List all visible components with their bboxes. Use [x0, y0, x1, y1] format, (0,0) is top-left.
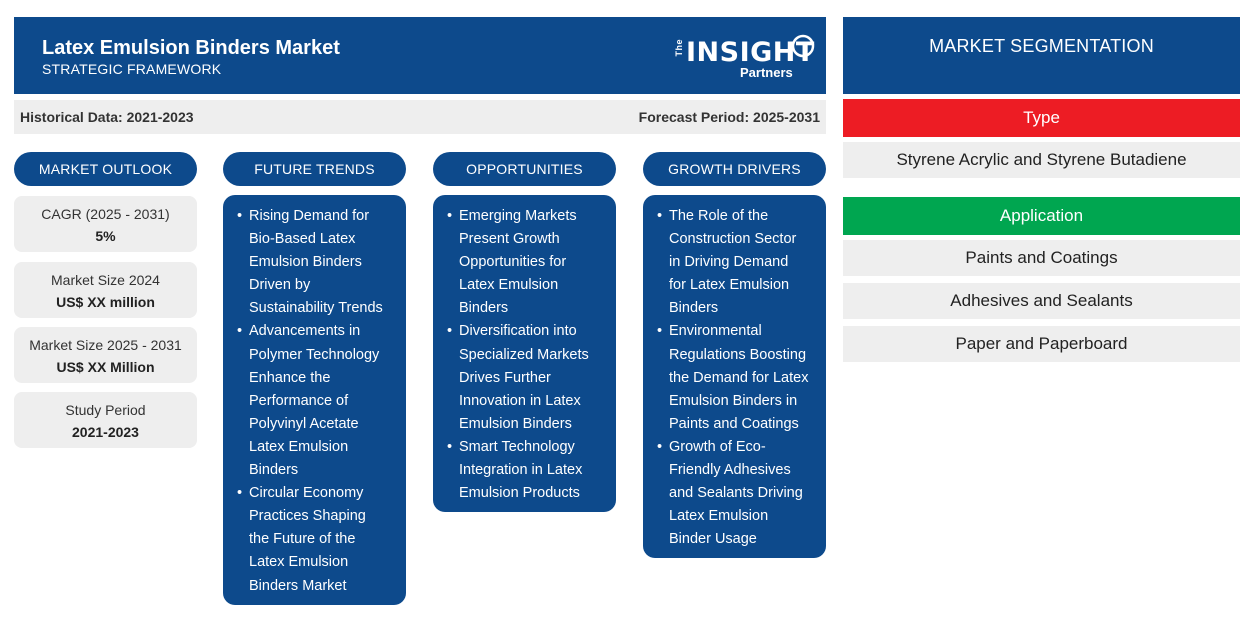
list-item: The Role of the Construction Sector in D…: [657, 205, 820, 320]
future-trends-list: Rising Demand for Bio-Based Latex Emulsi…: [223, 195, 406, 598]
list-item: Diversification into Specialized Markets…: [447, 320, 610, 435]
list-item: Advancements in Polymer Technology Enhan…: [237, 320, 400, 482]
list-item: Environmental Regulations Boosting the D…: [657, 320, 820, 435]
report-subtitle: STRATEGIC FRAMEWORK: [42, 61, 222, 77]
outlook-card-cagr: CAGR (2025 - 2031) 5%: [14, 196, 197, 252]
list-item: Circular Economy Practices Shaping the F…: [237, 482, 400, 597]
opportunities-heading: OPPORTUNITIES: [433, 152, 616, 186]
list-item: Emerging Markets Present Growth Opportun…: [447, 205, 610, 320]
outlook-label: CAGR (2025 - 2031): [41, 206, 170, 222]
segment-application-item: Adhesives and Sealants: [843, 283, 1240, 319]
outlook-label: Study Period: [65, 402, 146, 418]
growth-drivers-heading: GROWTH DRIVERS: [643, 152, 826, 186]
outlook-value: US$ XX Million: [56, 359, 155, 375]
outlook-value: 5%: [95, 228, 116, 244]
outlook-value: 2021-2023: [72, 424, 139, 440]
future-trends-heading: FUTURE TRENDS: [223, 152, 406, 186]
segment-type-item: Styrene Acrylic and Styrene Butadiene: [843, 142, 1240, 178]
outlook-label: Market Size 2024: [51, 272, 160, 288]
report-header: Latex Emulsion Binders Market STRATEGIC …: [14, 17, 826, 94]
segment-type-heading: Type: [843, 99, 1240, 137]
outlook-card-market-size-2024: Market Size 2024 US$ XX million: [14, 262, 197, 318]
logo-circle-icon: [791, 34, 815, 58]
segment-application-item: Paper and Paperboard: [843, 326, 1240, 362]
report-title: Latex Emulsion Binders Market: [42, 37, 340, 59]
future-trends-box: Rising Demand for Bio-Based Latex Emulsi…: [223, 195, 406, 605]
market-segmentation-heading: MARKET SEGMENTATION: [843, 17, 1240, 94]
segment-application-item: Paints and Coatings: [843, 240, 1240, 276]
segment-application-heading: Application: [843, 197, 1240, 235]
opportunities-box: Emerging Markets Present Growth Opportun…: [433, 195, 616, 512]
insight-partners-logo: The INSIGHT Partners: [670, 31, 820, 85]
outlook-label: Market Size 2025 - 2031: [29, 337, 182, 353]
forecast-period-label: Forecast Period: 2025-2031: [638, 109, 820, 125]
list-item: Growth of Eco- Friendly Adhesives and Se…: [657, 436, 820, 551]
historical-data-label: Historical Data: 2021-2023: [20, 109, 194, 125]
list-item: Rising Demand for Bio-Based Latex Emulsi…: [237, 205, 400, 320]
outlook-value: US$ XX million: [56, 294, 155, 310]
list-item: Smart Technology Integration in Latex Em…: [447, 436, 610, 505]
logo-the-text: The: [674, 39, 684, 57]
outlook-card-market-size-forecast: Market Size 2025 - 2031 US$ XX Million: [14, 327, 197, 383]
logo-partners-text: Partners: [740, 65, 793, 80]
period-bar: Historical Data: 2021-2023 Forecast Peri…: [14, 100, 826, 134]
growth-drivers-box: The Role of the Construction Sector in D…: [643, 195, 826, 558]
market-outlook-heading: MARKET OUTLOOK: [14, 152, 197, 186]
outlook-card-study-period: Study Period 2021-2023: [14, 392, 197, 448]
growth-drivers-list: The Role of the Construction Sector in D…: [643, 195, 826, 551]
opportunities-list: Emerging Markets Present Growth Opportun…: [433, 195, 616, 505]
